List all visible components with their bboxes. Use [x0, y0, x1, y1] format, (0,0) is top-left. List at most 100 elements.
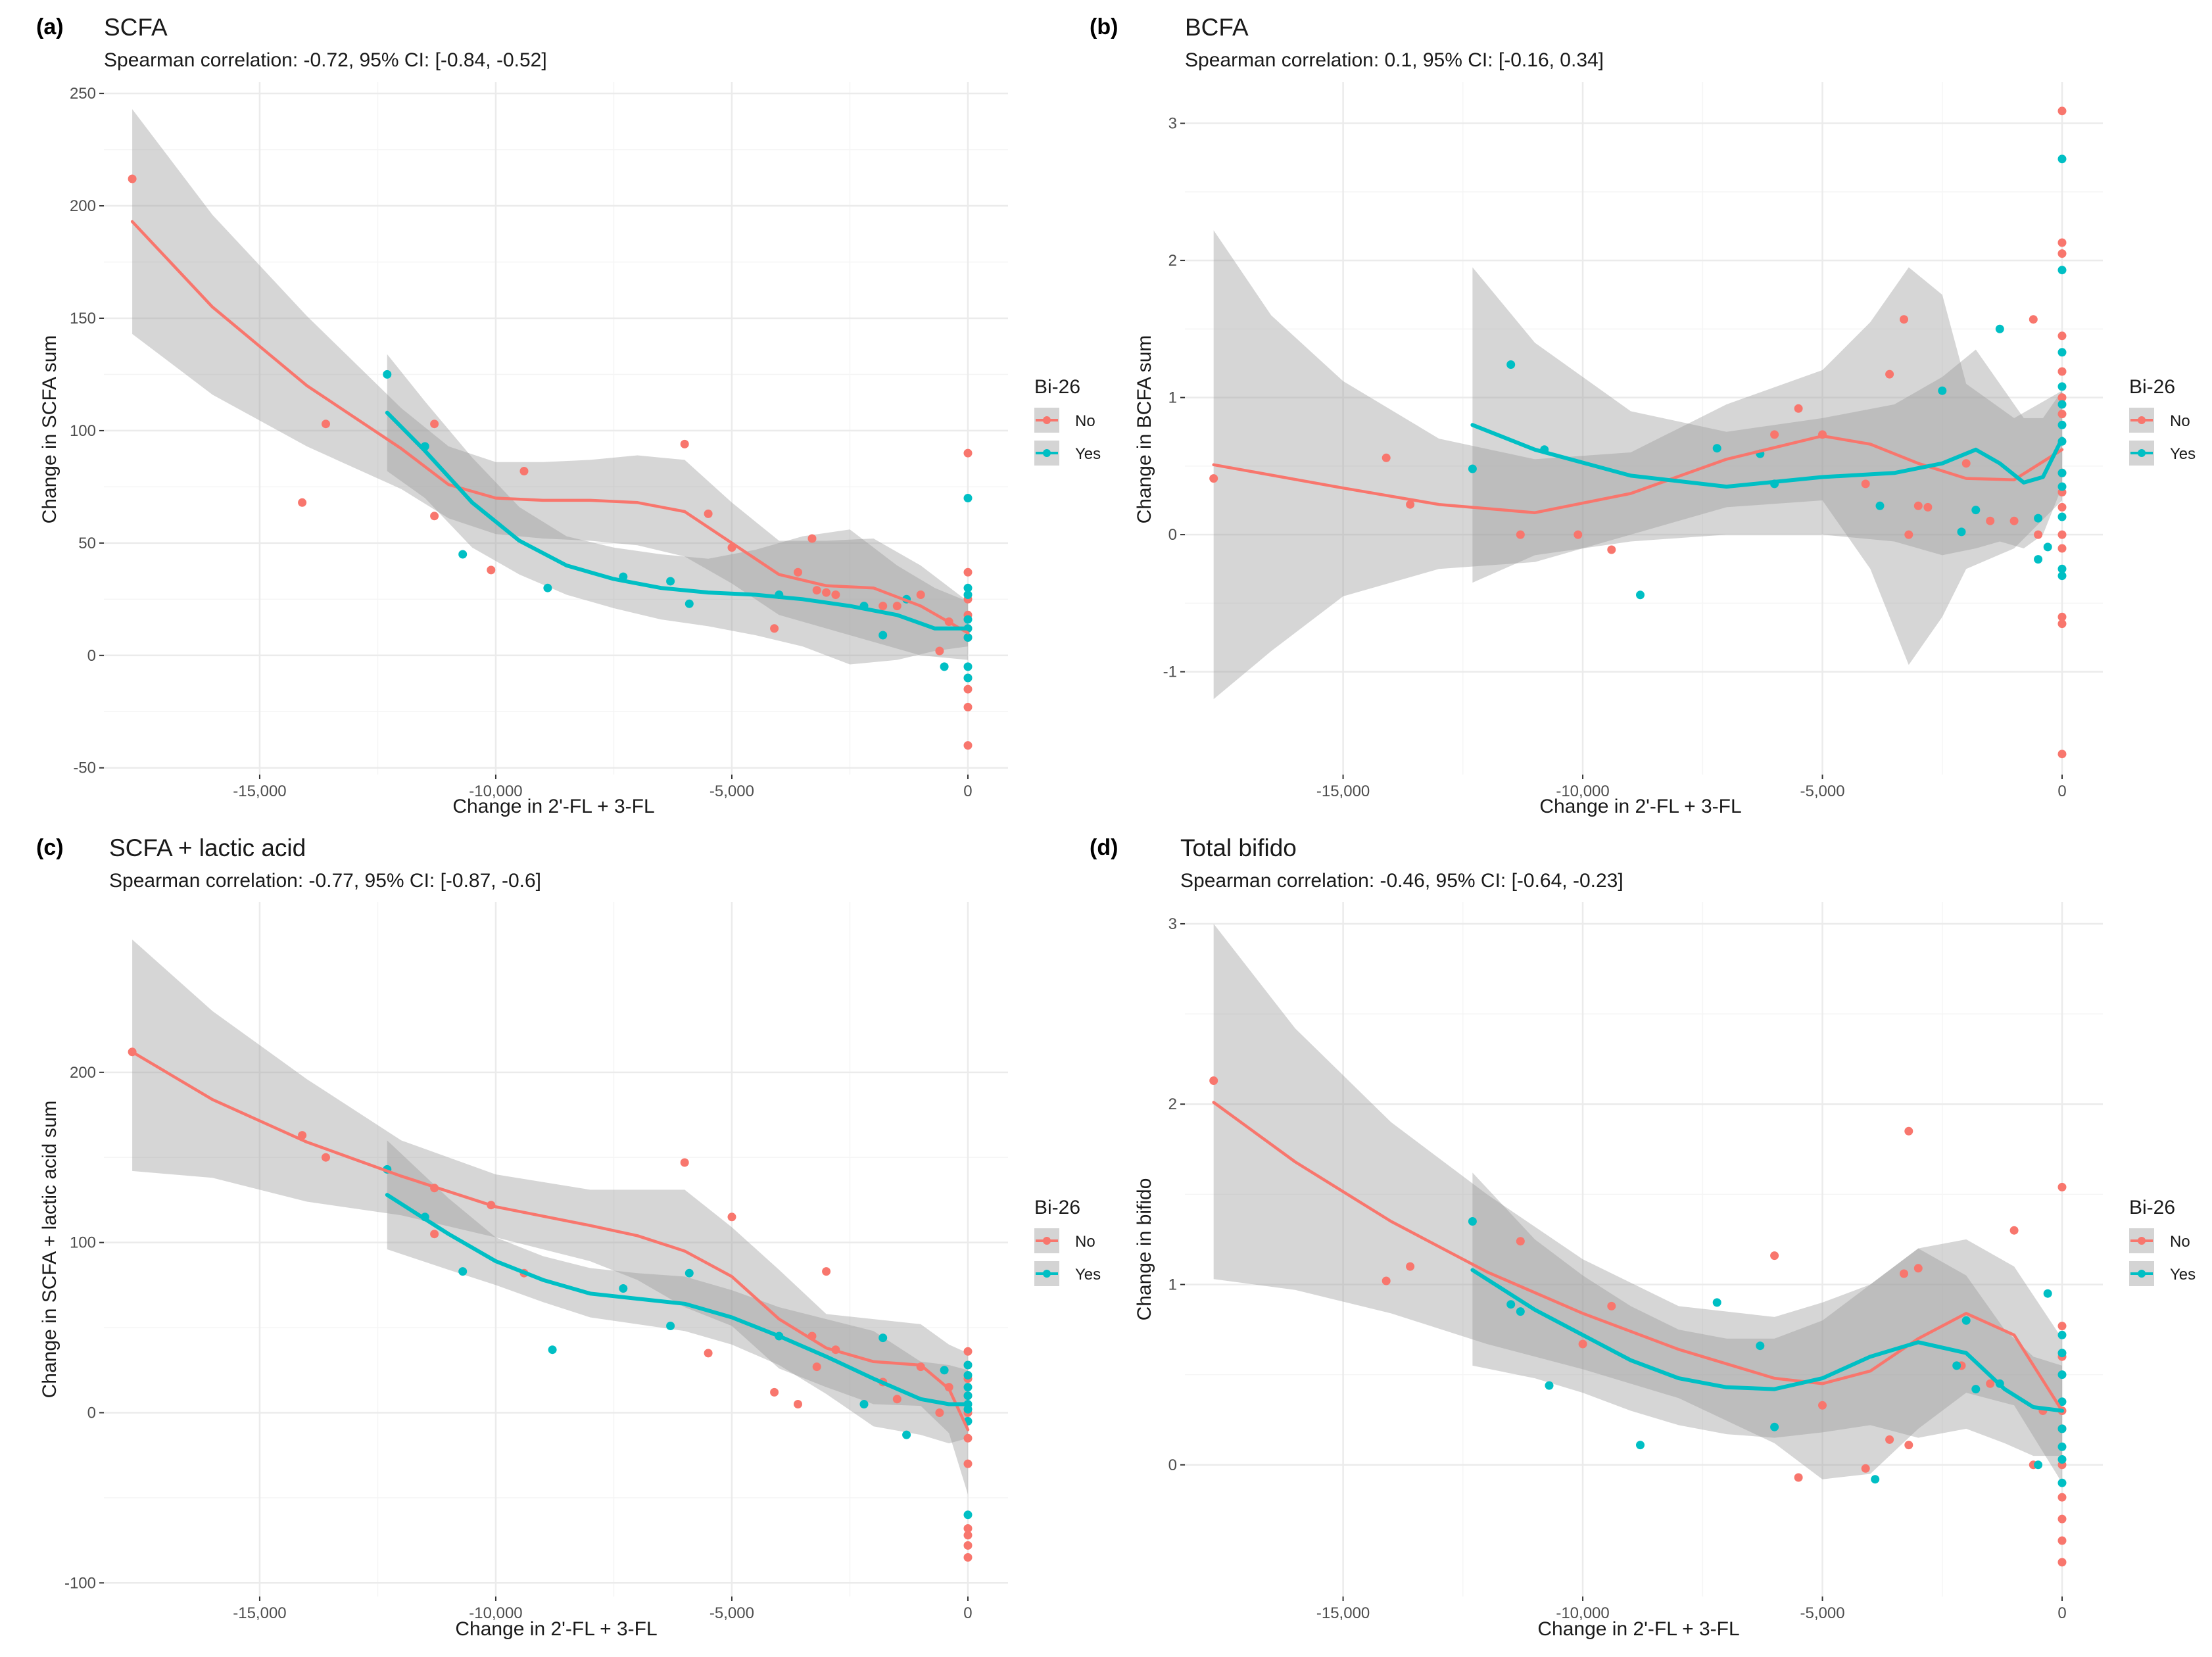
data-point-no [963, 1553, 973, 1562]
data-point-yes [1712, 1298, 1721, 1307]
legend-title: Bi-26 [2129, 376, 2175, 398]
plot-area: -50 0 50 100 150 200 250 -15,000 -10,000 -5,000 0 [70, 82, 1008, 800]
panel-subtitle: Spearman correlation: 0.1, 95% CI: [-0.1… [1185, 49, 1604, 71]
data-point-no [1209, 474, 1218, 483]
data-point-no [1913, 1264, 1923, 1273]
data-point-no [822, 1267, 831, 1276]
data-point-no [1885, 1435, 1894, 1444]
data-point-no [963, 1541, 973, 1550]
data-point-yes [666, 577, 675, 586]
data-point-no [2057, 1182, 2067, 1191]
data-point-yes [2043, 1289, 2052, 1298]
data-point-yes [1871, 1475, 1880, 1484]
y-axis-label: Change in BCFA sum [1134, 335, 1155, 524]
data-point-no [2057, 1558, 2067, 1567]
legend-key-dot-yes [1043, 449, 1051, 457]
data-point-no [298, 498, 307, 507]
smooth-line-yes [385, 1193, 970, 1406]
data-point-yes [963, 615, 973, 624]
data-point-no [2057, 750, 2067, 759]
data-point-yes [963, 662, 973, 671]
data-point-yes [2057, 1455, 2067, 1464]
legend-title: Bi-26 [2129, 1197, 2175, 1218]
data-point-yes [2034, 555, 2043, 564]
legend-key-dot-yes [2138, 449, 2146, 457]
x-tick-label: 0 [963, 1604, 972, 1622]
y-tick-label: 100 [70, 1234, 96, 1252]
data-point-no [1861, 1464, 1870, 1473]
data-point-yes [1468, 464, 1477, 473]
panel-title: SCFA [104, 14, 168, 41]
data-point-no [322, 1153, 330, 1162]
data-point-no [963, 1524, 973, 1533]
data-point-yes [1971, 1385, 1981, 1394]
legend-title: Bi-26 [1034, 1197, 1080, 1218]
legend-title: Bi-26 [1034, 376, 1080, 398]
data-point-yes [1636, 590, 1645, 600]
data-point-no [1900, 315, 1908, 324]
data-point-no [1607, 545, 1616, 554]
y-axis-label: Change in bifido [1134, 1178, 1155, 1321]
data-point-no [892, 1395, 902, 1404]
data-point-no [430, 420, 439, 429]
legend-key-dot-yes [1043, 1270, 1051, 1278]
data-point-yes [963, 494, 973, 502]
smooth-line-yes [1470, 1268, 2064, 1413]
data-point-yes [963, 1371, 973, 1380]
y-tick-label: 150 [70, 310, 96, 327]
data-point-yes [2057, 1478, 2067, 1487]
y-tick-label: 2 [1168, 252, 1177, 270]
data-point-no [1406, 1262, 1415, 1271]
data-point-yes [2057, 348, 2067, 357]
data-point-no [1900, 1269, 1908, 1278]
data-point-no [1578, 1339, 1587, 1349]
data-point-no [2009, 1226, 2019, 1235]
y-axis-label: Change in SCFA sum [39, 335, 60, 524]
data-point-yes [902, 1430, 911, 1439]
panel-title: Total bifido [1180, 834, 1297, 861]
y-tick-label: -50 [73, 759, 96, 777]
panel-subtitle: Spearman correlation: -0.77, 95% CI: [-0… [109, 870, 541, 892]
data-point-no [2029, 315, 2038, 324]
data-point-yes [685, 599, 694, 608]
x-axis-label: Change in 2'-FL + 3-FL [1539, 796, 1741, 817]
data-point-no [794, 567, 802, 577]
data-point-yes [963, 1360, 973, 1370]
data-point-no [1923, 502, 1933, 512]
data-point-no [963, 1433, 973, 1443]
data-point-no [1607, 1301, 1616, 1310]
data-point-no [935, 1408, 944, 1417]
confidence-band-yes [387, 354, 968, 665]
data-point-no [1770, 1251, 1779, 1261]
data-point-no [812, 1362, 821, 1372]
data-point-no [963, 1459, 973, 1468]
data-point-yes [2034, 1460, 2043, 1470]
data-point-no [680, 1158, 689, 1167]
panel-subtitle: Spearman correlation: -0.72, 95% CI: [-0… [104, 49, 547, 71]
data-point-no [2057, 502, 2067, 512]
smooth-line-no [130, 220, 970, 635]
x-tick-label: 0 [963, 782, 972, 800]
data-point-no [2057, 410, 2067, 419]
data-point-no [322, 420, 330, 429]
data-point-yes [458, 1267, 468, 1276]
x-tick-label: 0 [2057, 782, 2066, 800]
data-point-no [1382, 1276, 1391, 1285]
data-point-yes [2057, 1424, 2067, 1433]
data-point-no [1904, 1441, 1913, 1450]
confidence-band-yes [387, 1140, 968, 1444]
data-point-yes [963, 633, 973, 642]
smooth-line-yes [385, 410, 970, 631]
data-point-yes [666, 1322, 675, 1330]
data-point-no [487, 565, 496, 575]
data-point-yes [543, 583, 552, 592]
data-point-no [680, 439, 689, 448]
confidence-band-yes [1472, 1172, 2062, 1456]
data-point-yes [1875, 501, 1885, 510]
data-point-yes [2057, 400, 2067, 409]
data-point-yes [1971, 506, 1981, 515]
data-point-no [1382, 453, 1391, 462]
data-point-yes [2057, 382, 2067, 391]
data-point-no [2057, 612, 2067, 621]
